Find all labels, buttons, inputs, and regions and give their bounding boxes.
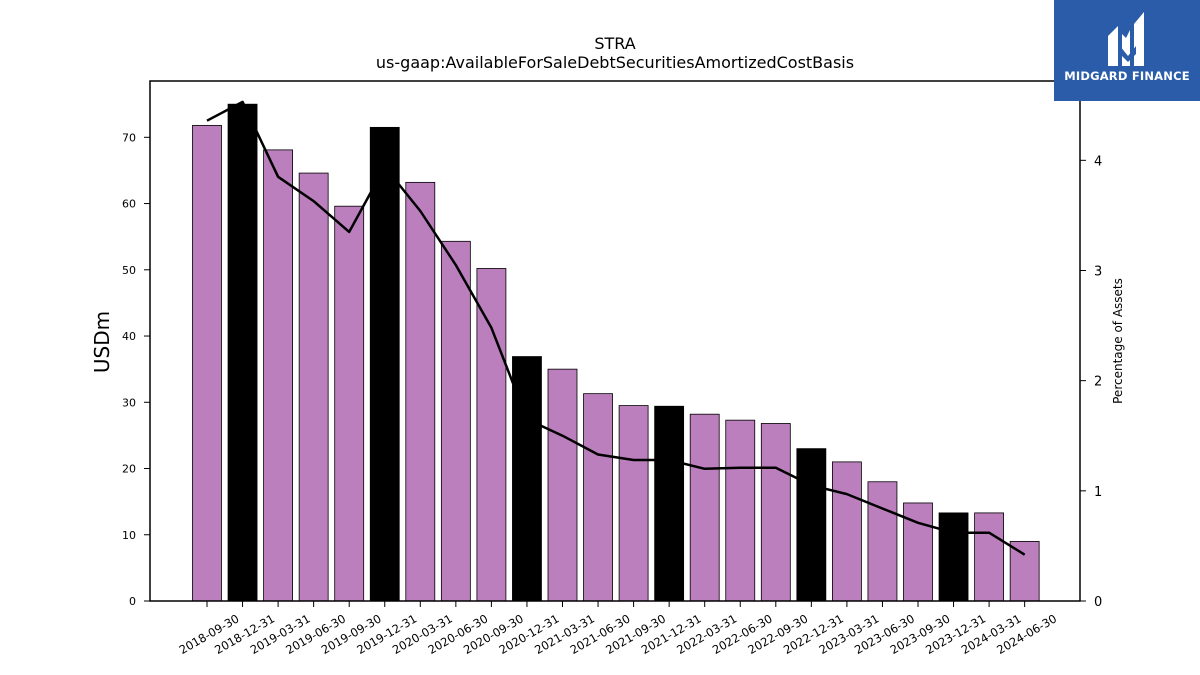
y-tick-label: 70: [122, 131, 136, 144]
bar-2019-06-30: [298, 172, 329, 602]
y2-tick-label: 2: [1094, 375, 1102, 390]
y2-tick-label: 1: [1094, 485, 1102, 500]
bar-2019-12-31: [369, 126, 400, 602]
y2-tick-label: 0: [1094, 595, 1102, 610]
y-tick-label: 40: [122, 330, 136, 343]
bar-2020-03-31: [405, 181, 436, 602]
chart-title: STRA: [594, 34, 635, 53]
bar-2019-09-30: [334, 205, 365, 602]
y2-tick-label: 4: [1094, 154, 1102, 169]
bar-2021-03-31: [547, 368, 578, 602]
y-tick-label: 20: [122, 463, 136, 476]
y-tick-label: 60: [122, 198, 136, 211]
bar-2024-03-31: [974, 512, 1004, 602]
logo-text: MIDGARD FINANCE: [1064, 69, 1190, 83]
bar-2019-03-31: [263, 149, 294, 602]
midgard-logo-icon: [1108, 12, 1144, 66]
y2-tick-label: 3: [1094, 264, 1102, 279]
bar-2021-09-30: [618, 405, 649, 602]
bar-2018-12-31: [227, 103, 258, 602]
bar-2022-03-31: [689, 413, 720, 602]
bar-2018-09-30: [192, 124, 222, 602]
bar-2021-12-31: [654, 405, 685, 602]
chart-subtitle: us-gaap:AvailableForSaleDebtSecuritiesAm…: [376, 53, 854, 72]
bar-2023-12-31: [938, 512, 969, 602]
bar-2023-06-30: [867, 481, 898, 602]
bar-2021-06-30: [583, 393, 613, 602]
y2-axis-label: Percentage of Assets: [1111, 278, 1125, 404]
y-tick-label: 10: [122, 529, 136, 542]
y-tick-label: 0: [129, 595, 136, 608]
bar-2020-06-30: [440, 240, 471, 602]
y-tick-label: 30: [122, 396, 136, 409]
bar-2024-06-30: [1009, 540, 1040, 602]
y-axis-label: USDm: [90, 311, 114, 373]
bar-2022-09-30: [760, 423, 791, 602]
bar-2023-03-31: [832, 461, 862, 602]
bar-2020-09-30: [476, 268, 507, 602]
bar-2022-06-30: [725, 419, 756, 602]
y-tick-label: 50: [122, 264, 136, 277]
plot-frame: [149, 80, 1081, 602]
midgard-finance-logo: MIDGARD FINANCE: [1054, 0, 1200, 101]
bar-2022-12-31: [796, 448, 827, 602]
percentage-of-assets-line: [206, 100, 1026, 556]
